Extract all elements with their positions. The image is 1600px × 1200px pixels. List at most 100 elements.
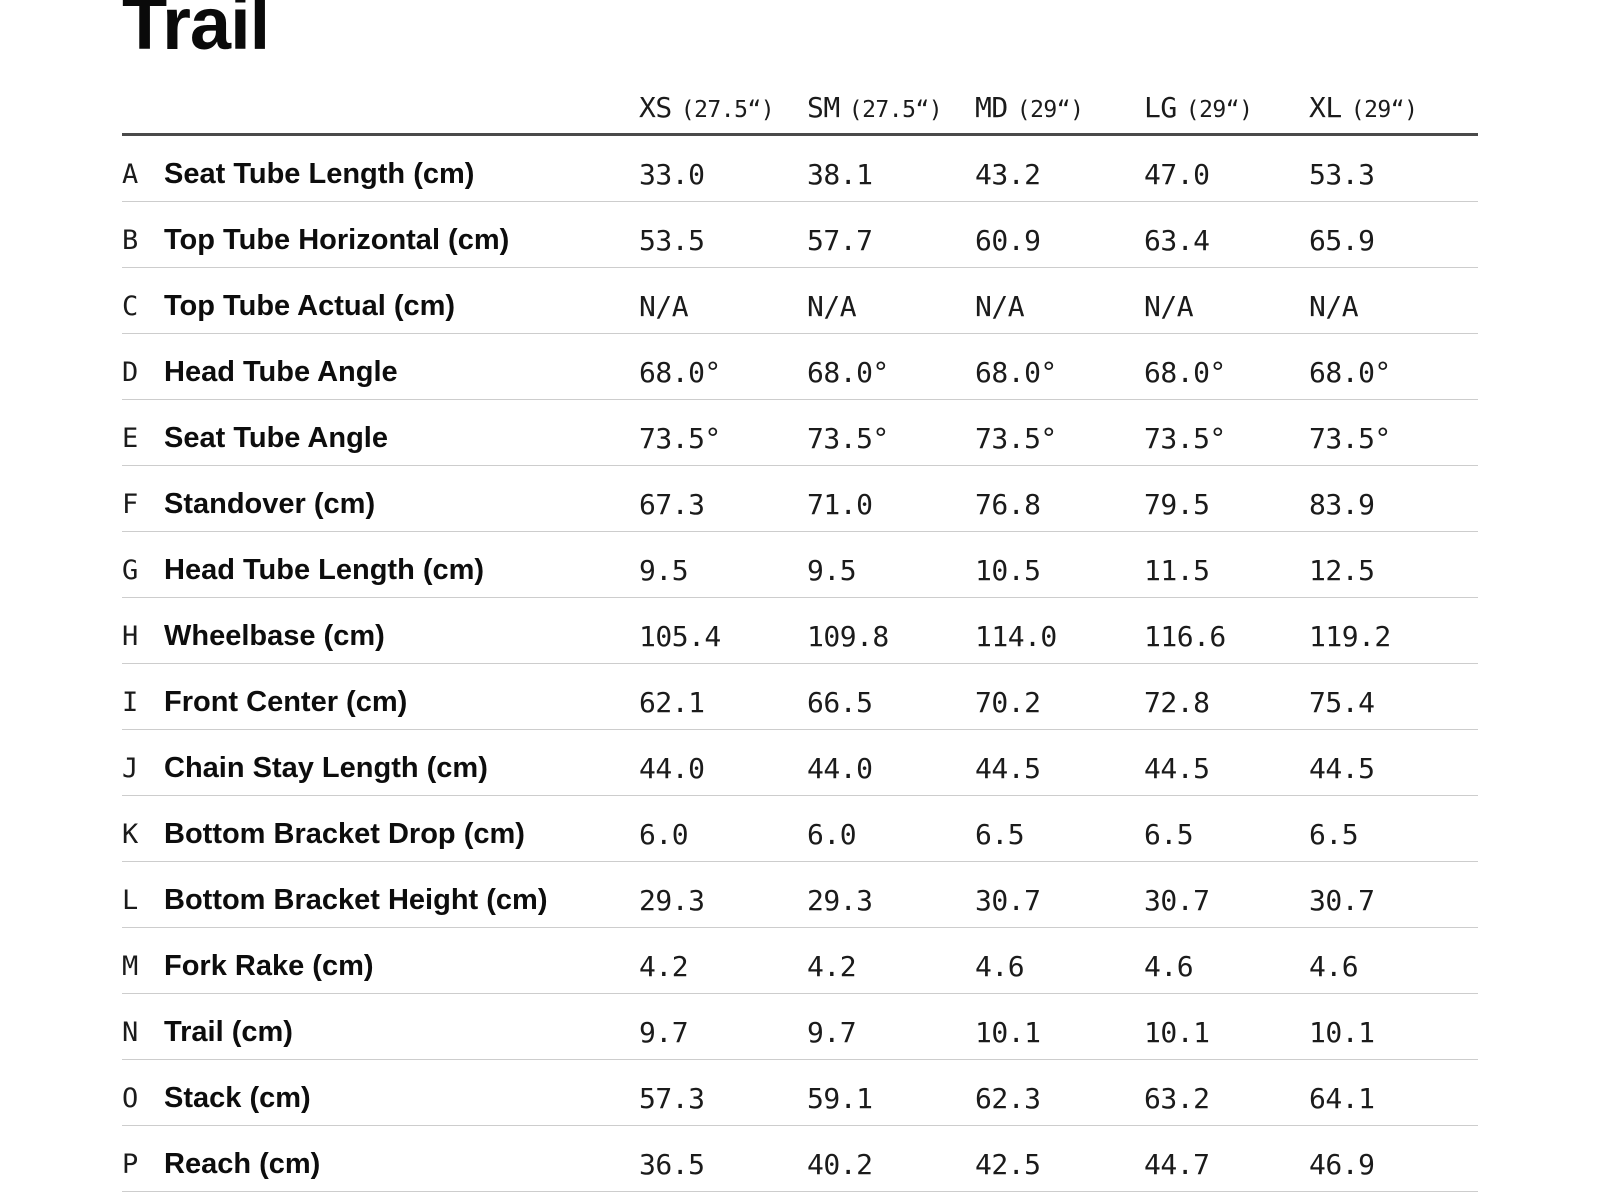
row-letter: N [122, 1017, 138, 1048]
row-letter: A [122, 159, 138, 190]
cell-value-lg: 63.2 [1144, 1082, 1210, 1115]
cell-value-xs: 73.5° [639, 422, 721, 455]
cell-value-xl: 10.1 [1309, 1016, 1375, 1049]
column-header-xs: XS (27.5“) [639, 91, 807, 133]
cell-value-xs: 4.2 [639, 950, 689, 983]
table-row-d: D Head Tube Angle 68.0° 68.0° 68.0° 68.0° 68.0… [122, 334, 1478, 400]
row-letter: F [122, 489, 138, 520]
table-row-m: M Fork Rake (cm) 4.2 4.2 4.6 4.6 4.6 [122, 928, 1478, 994]
row-letter: D [122, 357, 138, 388]
cell-value-sm: 109.8 [807, 620, 889, 653]
row-label: Bottom Bracket Drop (cm) [164, 818, 525, 850]
cell-value-xl: 68.0° [1309, 356, 1391, 389]
cell-value-lg: 72.8 [1144, 686, 1210, 719]
cell-value-sm: 29.3 [807, 884, 873, 917]
column-header-md: MD (29“) [975, 91, 1144, 133]
cell-value-lg: 79.5 [1144, 488, 1210, 521]
cell-value-lg: 6.5 [1144, 818, 1194, 851]
cell-value-lg: N/A [1144, 290, 1194, 323]
row-label: Fork Rake (cm) [164, 950, 374, 982]
row-letter: O [122, 1083, 138, 1114]
cell-value-sm: 71.0 [807, 488, 873, 521]
cell-value-sm: 9.7 [807, 1016, 857, 1049]
table-row-g: G Head Tube Length (cm) 9.5 9.5 10.5 11.5 12.5 [122, 532, 1478, 598]
cell-value-xs: 9.7 [639, 1016, 689, 1049]
row-letter: H [122, 621, 138, 652]
table-row-b: B Top Tube Horizontal (cm) 53.5 57.7 60.9 63.… [122, 202, 1478, 268]
cell-value-xs: 29.3 [639, 884, 705, 917]
table-body: A Seat Tube Length (cm) 33.0 38.1 43.2 47.0 53… [122, 136, 1478, 1192]
cell-value-sm: 59.1 [807, 1082, 873, 1115]
row-label: Seat Tube Length (cm) [164, 158, 475, 190]
size-label: XL [1309, 91, 1342, 124]
table-header-row: XS (27.5“) SM (27.5“) MD (29“) LG (29“) XL (29“) [122, 61, 1478, 136]
row-letter: C [122, 291, 138, 322]
cell-value-xs: 53.5 [639, 224, 705, 257]
cell-value-md: 76.8 [975, 488, 1041, 521]
row-label: Trail (cm) [164, 1016, 293, 1048]
wheel-size-label: (29“) [1350, 97, 1418, 123]
cell-value-md: 60.9 [975, 224, 1041, 257]
cell-value-xs: 9.5 [639, 554, 689, 587]
row-label: Stack (cm) [164, 1082, 311, 1114]
cell-value-xl: 53.3 [1309, 158, 1375, 191]
cell-value-md: 62.3 [975, 1082, 1041, 1115]
wheel-size-label: (27.5“) [680, 97, 775, 123]
cell-value-sm: 4.2 [807, 950, 857, 983]
column-header-sm: SM (27.5“) [807, 91, 975, 133]
size-label: SM [807, 91, 840, 124]
cell-value-sm: 38.1 [807, 158, 873, 191]
row-label: Chain Stay Length (cm) [164, 752, 488, 784]
row-label: Top Tube Actual (cm) [164, 290, 456, 322]
wheel-size-label: (27.5“) [848, 97, 943, 123]
cell-value-md: 10.5 [975, 554, 1041, 587]
cell-value-md: 10.1 [975, 1016, 1041, 1049]
table-row-p: P Reach (cm) 36.5 40.2 42.5 44.7 46.9 [122, 1126, 1478, 1192]
cell-value-lg: 73.5° [1144, 422, 1226, 455]
cell-value-xs: 6.0 [639, 818, 689, 851]
wheel-size-label: (29“) [1185, 97, 1253, 123]
row-letter: G [122, 555, 138, 586]
cell-value-sm: 73.5° [807, 422, 889, 455]
row-letter: L [122, 885, 138, 916]
cell-value-md: 42.5 [975, 1148, 1041, 1181]
size-label: MD [975, 91, 1008, 124]
cell-value-md: 4.6 [975, 950, 1025, 983]
table-row-h: H Wheelbase (cm) 105.4 109.8 114.0 116.6 119.2 [122, 598, 1478, 664]
cell-value-xl: 75.4 [1309, 686, 1375, 719]
row-letter: B [122, 225, 138, 256]
table-row-i: I Front Center (cm) 62.1 66.5 70.2 72.8 75.4 [122, 664, 1478, 730]
row-label: Seat Tube Angle [164, 422, 388, 454]
cell-value-md: 68.0° [975, 356, 1057, 389]
cell-value-lg: 44.5 [1144, 752, 1210, 785]
table-row-e: E Seat Tube Angle 73.5° 73.5° 73.5° 73.5° 73.5… [122, 400, 1478, 466]
row-letter: M [122, 951, 138, 982]
cell-value-lg: 11.5 [1144, 554, 1210, 587]
cell-value-lg: 4.6 [1144, 950, 1194, 983]
cell-value-xs: 105.4 [639, 620, 721, 653]
size-label: LG [1144, 91, 1177, 124]
cell-value-xl: N/A [1309, 290, 1359, 323]
table-row-a: A Seat Tube Length (cm) 33.0 38.1 43.2 47.0 53… [122, 136, 1478, 202]
column-header-xl: XL (29“) [1309, 91, 1478, 133]
row-letter: I [122, 687, 138, 718]
table-row-l: L Bottom Bracket Height (cm) 29.3 29.3 30.7 3… [122, 862, 1478, 928]
row-label: Head Tube Angle [164, 356, 398, 388]
cell-value-xl: 119.2 [1309, 620, 1391, 653]
row-label: Bottom Bracket Height (cm) [164, 884, 548, 916]
table-row-o: O Stack (cm) 57.3 59.1 62.3 63.2 64.1 [122, 1060, 1478, 1126]
cell-value-xs: N/A [639, 290, 689, 323]
cell-value-sm: 68.0° [807, 356, 889, 389]
row-label: Wheelbase (cm) [164, 620, 385, 652]
row-letter: K [122, 819, 138, 850]
cell-value-xl: 65.9 [1309, 224, 1375, 257]
cell-value-md: 70.2 [975, 686, 1041, 719]
table-row-j: J Chain Stay Length (cm) 44.0 44.0 44.5 44.5 4… [122, 730, 1478, 796]
size-label: XS [639, 91, 672, 124]
cell-value-sm: 40.2 [807, 1148, 873, 1181]
cell-value-xs: 44.0 [639, 752, 705, 785]
cell-value-sm: 9.5 [807, 554, 857, 587]
cell-value-lg: 63.4 [1144, 224, 1210, 257]
table-row-f: F Standover (cm) 67.3 71.0 76.8 79.5 83.9 [122, 466, 1478, 532]
cell-value-lg: 30.7 [1144, 884, 1210, 917]
